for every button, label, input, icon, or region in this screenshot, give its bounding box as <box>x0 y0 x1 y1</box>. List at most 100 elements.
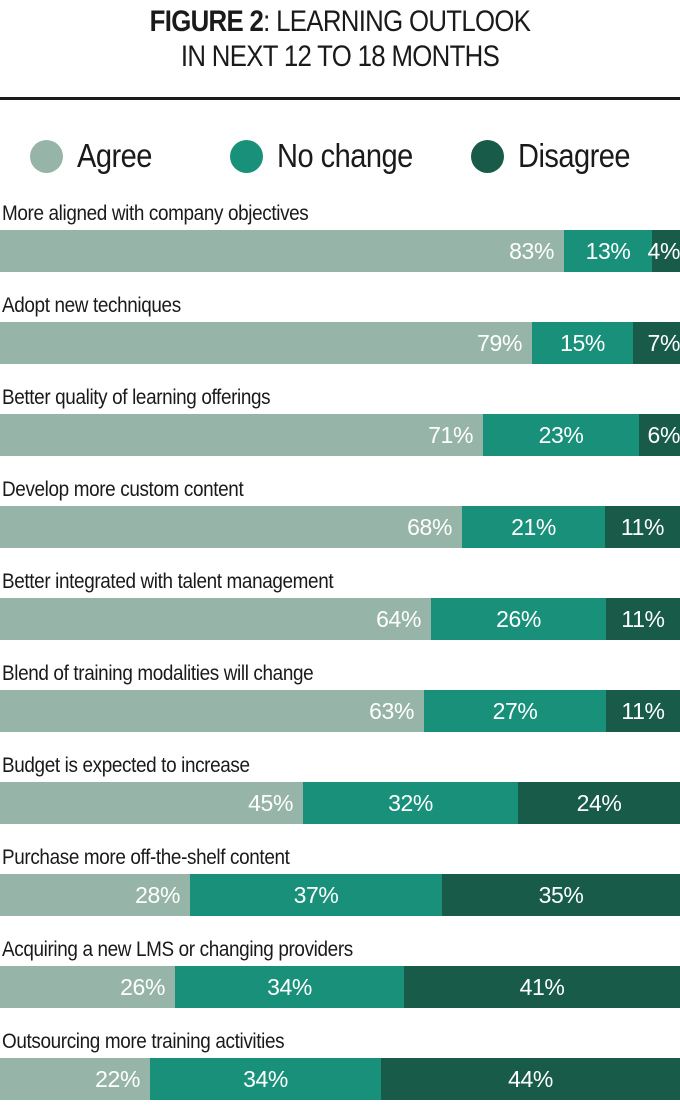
bar-segment-agree: 63% <box>0 690 424 732</box>
data-label-no-change: 23% <box>538 422 584 448</box>
bar-row: Budget is expected to increase 45% 32% 24% <box>0 750 680 842</box>
bar-segment-disagree: 24% <box>518 782 680 824</box>
legend-label-agree: Agree <box>77 137 152 174</box>
bar-segment-no-change: 37% <box>190 874 442 916</box>
legend: Agree No change Disagree <box>0 134 680 178</box>
bar-segment-disagree: 11% <box>606 598 680 640</box>
category-label: Outsourcing more training activities <box>2 1030 285 1053</box>
bar-segment-disagree: 7% <box>633 322 680 364</box>
bar-row: Better quality of learning offerings 71% 2… <box>0 382 680 474</box>
data-label-no-change: 34% <box>267 974 312 1000</box>
bar-segment-agree: 83% <box>0 230 564 272</box>
stacked-bar: 63% 27% 11% <box>0 690 680 732</box>
bar-segment-disagree: 4% <box>648 230 680 272</box>
data-label-no-change: 13% <box>585 238 631 264</box>
data-label-agree: 26% <box>120 974 165 1000</box>
bar-segment-no-change: 13% <box>564 230 652 272</box>
bar-row: More aligned with company objectives 83% 1… <box>0 198 680 290</box>
bar-row: Outsourcing more training activities 22% 3… <box>0 1026 680 1118</box>
data-label-disagree: 7% <box>647 330 680 356</box>
bar-row: Blend of training modalities will change… <box>0 658 680 750</box>
legend-label-disagree: Disagree <box>518 137 631 174</box>
legend-item-disagree: Disagree <box>471 134 645 178</box>
bar-segment-no-change: 21% <box>462 506 605 548</box>
data-label-no-change: 21% <box>511 514 556 540</box>
data-label-no-change: 37% <box>293 882 339 908</box>
data-label-no-change: 26% <box>496 606 541 632</box>
stacked-bar: 83% 13% 4% <box>0 230 680 272</box>
bar-segment-agree: 71% <box>0 414 483 456</box>
title-text: : LEARNING OUTLOOK <box>263 5 531 38</box>
data-label-no-change: 32% <box>388 790 433 816</box>
bar-segment-no-change: 15% <box>532 322 633 364</box>
bar-row: Better integrated with talent management… <box>0 566 680 658</box>
bar-segment-agree: 64% <box>0 598 431 640</box>
bar-segment-agree: 45% <box>0 782 303 824</box>
bar-row: Adopt new techniques 79% 15% 7% <box>0 290 680 382</box>
category-label: Acquiring a new LMS or changing provider… <box>2 938 353 961</box>
data-label-agree: 64% <box>376 606 421 632</box>
data-label-disagree: 6% <box>647 422 680 448</box>
stacked-bar: 45% 32% 24% <box>0 782 680 824</box>
bar-segment-disagree: 11% <box>606 690 680 732</box>
title-line-1: FIGURE 2: LEARNING OUTLOOK <box>48 4 633 39</box>
data-label-disagree: 44% <box>508 1066 553 1092</box>
data-label-no-change: 34% <box>243 1066 288 1092</box>
bar-segment-agree: 26% <box>0 966 175 1008</box>
bar-segment-agree: 22% <box>0 1058 150 1100</box>
stacked-bar: 68% 21% 11% <box>0 506 680 548</box>
stacked-bar: 28% 37% 35% <box>0 874 680 916</box>
category-label: Better integrated with talent management <box>2 570 334 593</box>
stacked-bar: 26% 34% 41% <box>0 966 680 1008</box>
bar-segment-disagree: 41% <box>404 966 680 1008</box>
category-label: Blend of training modalities will change <box>2 662 314 685</box>
legend-item-no-change: No change <box>230 134 431 178</box>
legend-swatch-no-change <box>230 139 263 173</box>
bar-segment-no-change: 34% <box>175 966 404 1008</box>
bar-row: Acquiring a new LMS or changing provider… <box>0 934 680 1026</box>
data-label-disagree: 35% <box>538 882 584 908</box>
bar-segment-agree: 68% <box>0 506 462 548</box>
bar-segment-agree: 28% <box>0 874 190 916</box>
bar-segment-no-change: 27% <box>424 690 606 732</box>
legend-item-agree: Agree <box>30 134 162 178</box>
data-label-disagree: 11% <box>620 514 665 540</box>
bar-segment-disagree: 44% <box>381 1058 680 1100</box>
category-label: Better quality of learning offerings <box>2 386 271 409</box>
title-line-2: IN NEXT 12 TO 18 MONTHS <box>180 40 500 73</box>
stacked-bar: 71% 23% 6% <box>0 414 680 456</box>
bar-row: Develop more custom content 68% 21% 11% <box>0 474 680 566</box>
bar-segment-no-change: 34% <box>150 1058 381 1100</box>
bar-segment-no-change: 26% <box>431 598 606 640</box>
category-label: Adopt new techniques <box>2 294 181 317</box>
bar-segment-agree: 79% <box>0 322 532 364</box>
category-label: Budget is expected to increase <box>2 754 250 777</box>
data-label-agree: 79% <box>477 330 522 356</box>
bar-segment-disagree: 11% <box>605 506 680 548</box>
data-label-disagree: 41% <box>519 974 565 1000</box>
data-label-disagree: 11% <box>621 606 665 632</box>
stacked-bar: 64% 26% 11% <box>0 598 680 640</box>
data-label-disagree: 11% <box>621 698 665 724</box>
legend-label-no-change: No change <box>277 137 413 174</box>
title-divider <box>0 97 680 100</box>
bar-segment-no-change: 32% <box>303 782 518 824</box>
category-label: More aligned with company objectives <box>2 202 309 225</box>
stacked-bar: 79% 15% 7% <box>0 322 680 364</box>
data-label-agree: 45% <box>248 790 293 816</box>
legend-swatch-agree <box>30 139 63 173</box>
category-label: Develop more custom content <box>2 478 244 501</box>
bar-segment-disagree: 6% <box>639 414 680 456</box>
data-label-disagree: 4% <box>647 238 680 264</box>
stacked-bar: 22% 34% 44% <box>0 1058 680 1100</box>
chart-title: FIGURE 2: LEARNING OUTLOOK IN NEXT 12 TO… <box>0 4 680 74</box>
data-label-agree: 71% <box>428 422 473 448</box>
bar-segment-no-change: 23% <box>483 414 639 456</box>
category-label: Purchase more off-the-shelf content <box>2 846 290 869</box>
bar-row: Purchase more off-the-shelf content 28% 37… <box>0 842 680 934</box>
data-label-agree: 63% <box>369 698 414 724</box>
bar-segment-disagree: 35% <box>442 874 680 916</box>
data-label-no-change: 15% <box>560 330 605 356</box>
data-label-agree: 83% <box>509 238 554 264</box>
data-label-agree: 68% <box>407 514 452 540</box>
